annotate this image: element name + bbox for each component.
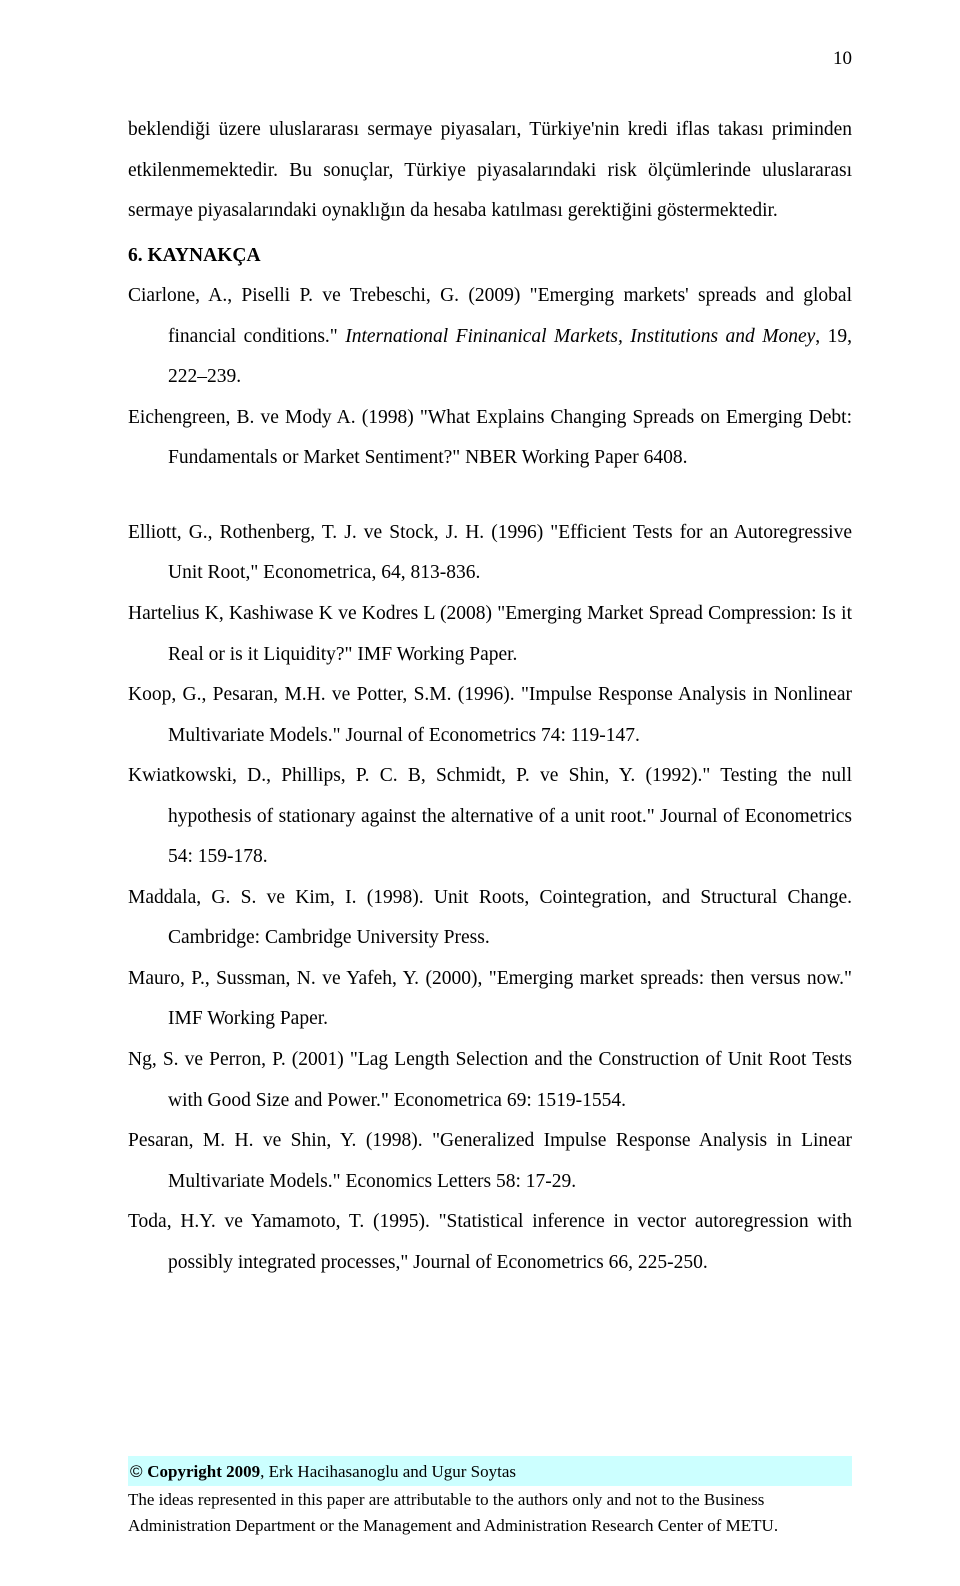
reference-text: Toda, H.Y. ve Yamamoto, T. (1995). "Stat… [128, 1211, 852, 1273]
footer: © Copyright 2009, Erk Hacihasanoglu and … [128, 1456, 852, 1539]
reference-entry: Eichengreen, B. ve Mody A. (1998) "What … [128, 398, 852, 479]
reference-entry: Mauro, P., Sussman, N. ve Yafeh, Y. (200… [128, 959, 852, 1040]
intro-paragraph: beklendiği üzere uluslararası sermaye pi… [128, 110, 852, 232]
reference-entry: Toda, H.Y. ve Yamamoto, T. (1995). "Stat… [128, 1202, 852, 1283]
reference-text: Eichengreen, B. ve Mody A. (1998) "What … [128, 407, 852, 469]
copyright-icon: © [130, 1462, 147, 1481]
reference-italic: International Fininanical Markets, Insti… [345, 326, 815, 347]
reference-entry: Maddala, G. S. ve Kim, I. (1998). Unit R… [128, 878, 852, 959]
reference-entry: Kwiatkowski, D., Phillips, P. C. B, Schm… [128, 756, 852, 878]
reference-text: Mauro, P., Sussman, N. ve Yafeh, Y. (200… [128, 968, 852, 1030]
reference-list: Ciarlone, A., Piselli P. ve Trebeschi, G… [128, 276, 852, 1283]
footer-copyright-rest: , Erk Hacihasanoglu and Ugur Soytas [260, 1462, 516, 1481]
footer-copyright-line: © Copyright 2009, Erk Hacihasanoglu and … [128, 1456, 852, 1487]
reference-entry: Elliott, G., Rothenberg, T. J. ve Stock,… [128, 513, 852, 594]
reference-text: Hartelius K, Kashiwase K ve Kodres L (20… [128, 603, 852, 665]
reference-entry: Koop, G., Pesaran, M.H. ve Potter, S.M. … [128, 675, 852, 756]
reference-text: Kwiatkowski, D., Phillips, P. C. B, Schm… [128, 765, 852, 867]
page-number: 10 [833, 48, 852, 70]
reference-entry: Hartelius K, Kashiwase K ve Kodres L (20… [128, 594, 852, 675]
reference-text: Maddala, G. S. ve Kim, I. (1998). Unit R… [128, 887, 852, 949]
footer-copyright-bold: Copyright 2009 [147, 1462, 260, 1481]
page-body: beklendiği üzere uluslararası sermaye pi… [128, 110, 852, 1283]
reference-text: Pesaran, M. H. ve Shin, Y. (1998). "Gene… [128, 1130, 852, 1192]
reference-entry: Pesaran, M. H. ve Shin, Y. (1998). "Gene… [128, 1121, 852, 1202]
reference-spacer [128, 479, 852, 513]
reference-text: Koop, G., Pesaran, M.H. ve Potter, S.M. … [128, 684, 852, 746]
footer-disclaimer: The ideas represented in this paper are … [128, 1487, 852, 1538]
reference-text: Ng, S. ve Perron, P. (2001) "Lag Length … [128, 1049, 852, 1111]
section-heading-kaynakca: 6. KAYNAKÇA [128, 236, 852, 277]
reference-text: Elliott, G., Rothenberg, T. J. ve Stock,… [128, 522, 852, 584]
reference-entry: Ciarlone, A., Piselli P. ve Trebeschi, G… [128, 276, 852, 398]
reference-entry: Ng, S. ve Perron, P. (2001) "Lag Length … [128, 1040, 852, 1121]
